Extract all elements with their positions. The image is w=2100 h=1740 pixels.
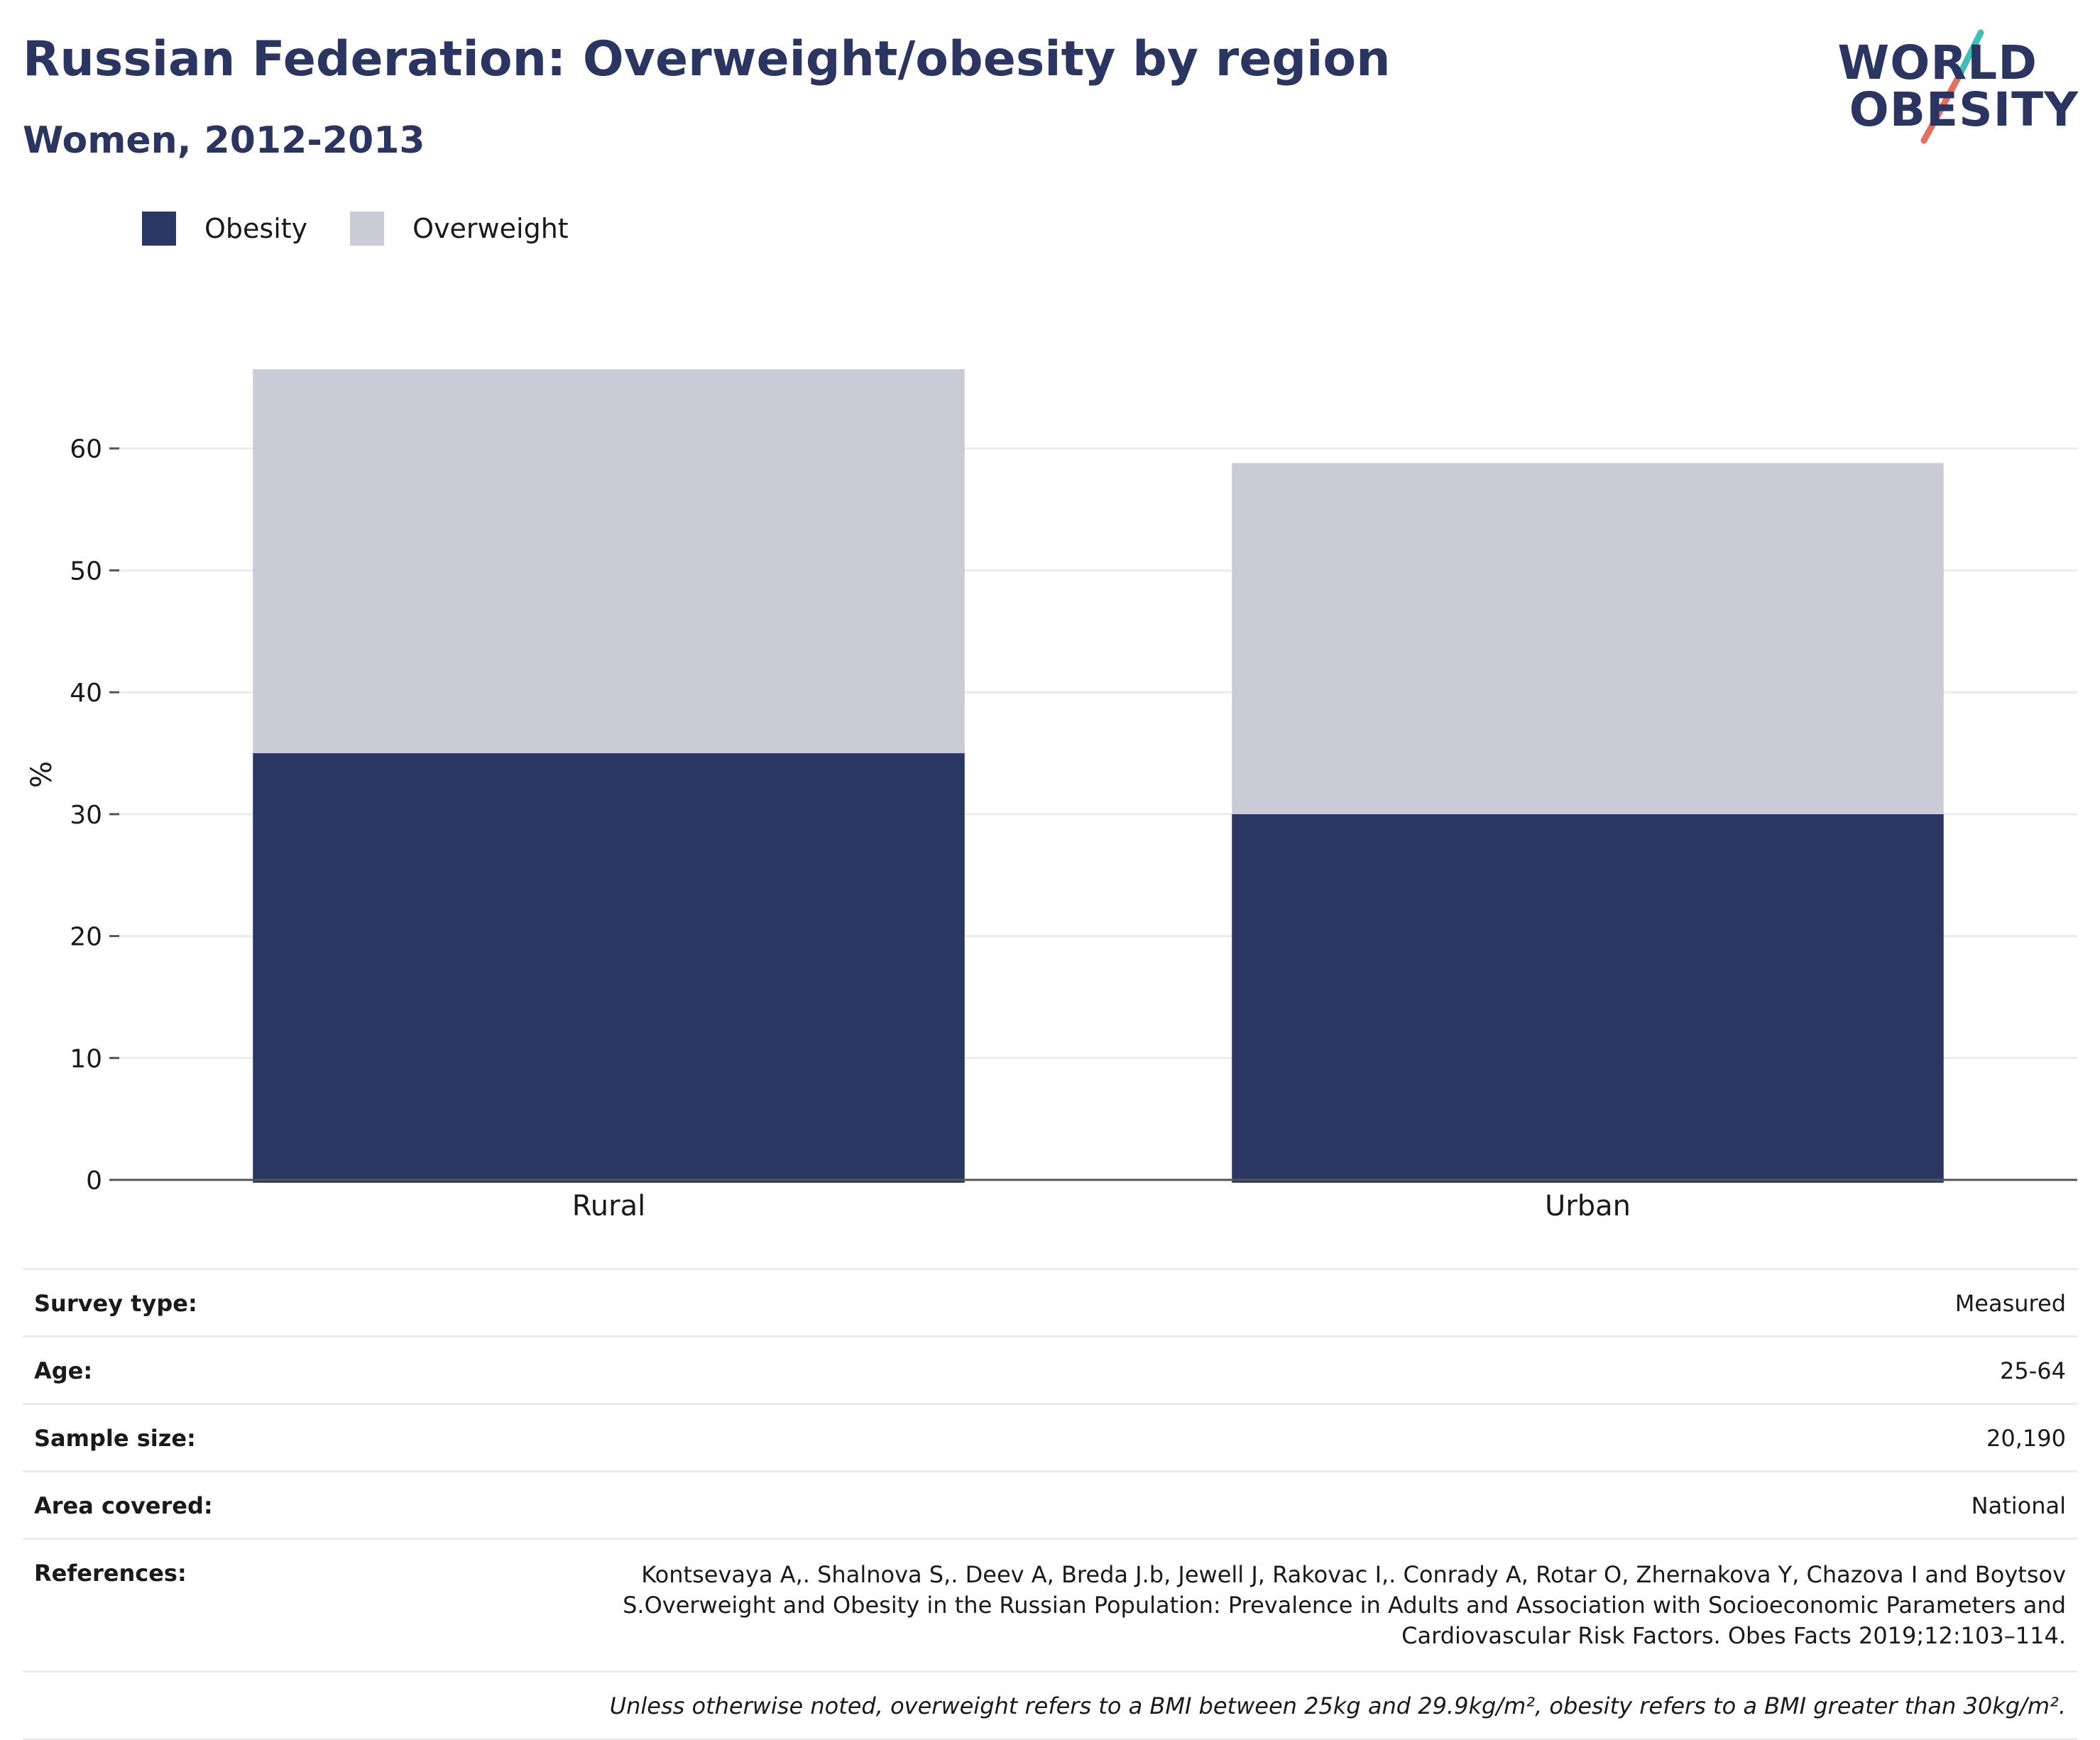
area-covered-label: Area covered:: [34, 1492, 213, 1519]
chart-title: Russian Federation: Overweight/obesity b…: [23, 31, 1391, 87]
meta-row-age: Age: 25-64: [23, 1335, 2077, 1403]
y-tick-label: 60: [70, 435, 102, 464]
y-axis-label: %: [26, 761, 58, 788]
y-tick-label: 0: [86, 1166, 102, 1195]
legend-item-obesity[interactable]: Obesity: [142, 212, 307, 246]
y-tick-label: 50: [70, 557, 102, 586]
legend-swatch-obesity: [142, 212, 176, 246]
legend: Obesity Overweight: [142, 212, 611, 246]
legend-item-overweight[interactable]: Overweight: [350, 212, 569, 246]
y-tick-label: 30: [70, 801, 102, 830]
age-value: 25-64: [2000, 1357, 2066, 1384]
logo-word-world: WORLD: [1837, 35, 2038, 90]
bar-rural-obesity[interactable]: [253, 753, 965, 1183]
logo-word-obesity: OBESITY: [1849, 82, 2079, 137]
bar-urban-overweight[interactable]: [1232, 463, 1944, 814]
survey-type-value: Measured: [1954, 1290, 2066, 1317]
bars: [253, 369, 1944, 1183]
bmi-definition-note: Unless otherwise noted, overweight refer…: [23, 1670, 2077, 1740]
legend-label-overweight: Overweight: [412, 213, 569, 244]
y-tick-label: 20: [70, 923, 102, 952]
sample-size-label: Sample size:: [34, 1425, 196, 1452]
logo-slash-icon: [1920, 29, 1984, 144]
legend-swatch-overweight: [350, 212, 385, 246]
age-label: Age:: [34, 1357, 93, 1384]
references-label: References:: [34, 1560, 187, 1587]
y-tick-label: 10: [70, 1044, 102, 1073]
references-value: Kontsevaya A,. Shalnova S,. Deev A, Bred…: [623, 1561, 2066, 1650]
legend-label-obesity: Obesity: [204, 213, 308, 244]
world-obesity-logo: WORLD OBESITY: [1837, 20, 2087, 148]
x-tick-label: Rural: [572, 1190, 645, 1222]
y-tick-label: 40: [70, 679, 102, 708]
stacked-bar-chart: 0 10 20 30 40 50 60 Rural Urban %: [26, 369, 2077, 1222]
x-axis-ticks: Rural Urban: [572, 1190, 1631, 1222]
meta-row-references: References: Kontsevaya A,. Shalnova S,. …: [23, 1538, 2077, 1670]
bar-rural-overweight[interactable]: [253, 369, 965, 753]
bmi-note-text: Unless otherwise noted, overweight refer…: [609, 1692, 2066, 1719]
y-axis-ticks: 0 10 20 30 40 50 60: [70, 435, 119, 1195]
survey-details: Survey type: Measured Age: 25-64 Sample …: [23, 1268, 2077, 1740]
chart-subtitle: Women, 2012-2013: [23, 119, 425, 162]
meta-row-sample-size: Sample size: 20,190: [23, 1403, 2077, 1470]
survey-type-label: Survey type:: [34, 1290, 197, 1317]
meta-row-area: Area covered: National: [23, 1470, 2077, 1538]
bar-urban-obesity[interactable]: [1232, 814, 1944, 1183]
area-covered-value: National: [1971, 1492, 2066, 1519]
meta-row-survey-type: Survey type: Measured: [23, 1268, 2077, 1335]
sample-size-value: 20,190: [1986, 1425, 2066, 1452]
x-tick-label: Urban: [1545, 1190, 1631, 1222]
